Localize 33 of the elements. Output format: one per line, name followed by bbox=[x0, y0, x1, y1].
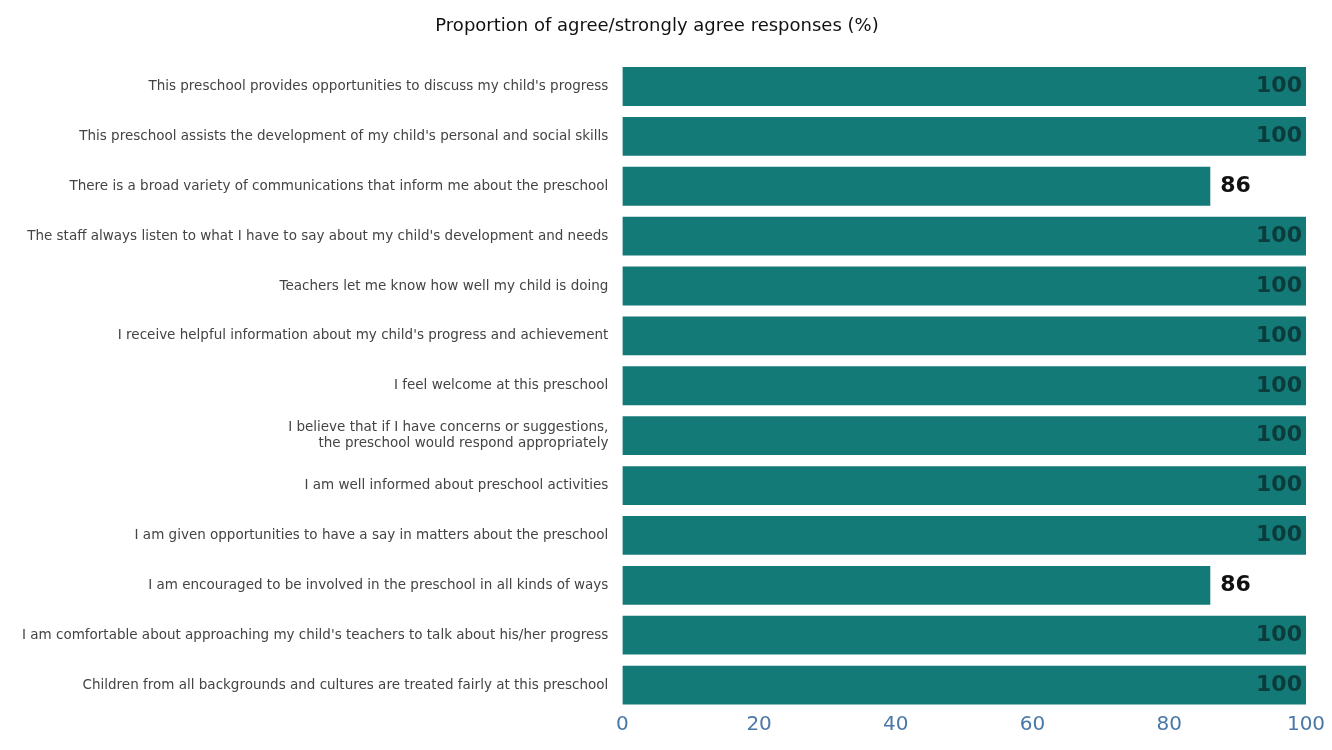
y-tick-label: Children from all backgrounds and cultures are treated fairly at this preschool bbox=[82, 675, 609, 692]
x-tick-label: 20 bbox=[746, 711, 772, 736]
chart-title: Proportion of agree/strongly agree responses (%) bbox=[435, 14, 879, 36]
y-tick-label: The staff always listen to what I have to say about my child's development and needs bbox=[26, 226, 609, 243]
y-tick-label: I receive helpful information about my child's progress and achievement bbox=[117, 326, 609, 343]
x-tick-label: 100 bbox=[1286, 711, 1326, 736]
y-tick-label: I am comfortable about approaching my child's teachers to talk about his/her progress bbox=[21, 625, 609, 642]
x-tick-label: 0 bbox=[616, 711, 629, 736]
data-label: 100 bbox=[1256, 271, 1302, 297]
data-label: 86 bbox=[1220, 172, 1251, 198]
y-tick-label: I believe that if I have concerns or suggestions, the preschool would respond appropriately bbox=[288, 418, 609, 451]
y-tick-label: I am well informed about preschool activities bbox=[304, 476, 609, 493]
data-label: 100 bbox=[1256, 221, 1302, 247]
data-label: 100 bbox=[1256, 321, 1302, 347]
data-label: 100 bbox=[1256, 521, 1302, 547]
y-tick-label: This preschool assists the development of my child's personal and social skills bbox=[78, 126, 609, 143]
data-label: 100 bbox=[1256, 670, 1302, 696]
data-label: 100 bbox=[1256, 471, 1302, 497]
data-label: 100 bbox=[1256, 371, 1302, 397]
data-label: 100 bbox=[1256, 421, 1302, 447]
y-tick-label: I am encouraged to be involved in the preschool in all kinds of ways bbox=[148, 575, 609, 592]
data-label: 86 bbox=[1220, 571, 1251, 597]
y-tick-label: This preschool provides opportunities to discuss my child's progress bbox=[147, 77, 609, 94]
data-label: 100 bbox=[1256, 72, 1302, 98]
x-tick-label: 80 bbox=[1156, 711, 1182, 736]
y-tick-label: Teachers let me know how well my child is doing bbox=[278, 276, 609, 293]
y-tick-label: There is a broad variety of communications that inform me about the preschool bbox=[68, 176, 609, 193]
x-tick-label: 60 bbox=[1019, 711, 1046, 736]
data-label: 100 bbox=[1256, 620, 1302, 646]
data-label: 100 bbox=[1256, 122, 1302, 148]
y-tick-label: I feel welcome at this preschool bbox=[393, 376, 609, 393]
x-tick-label: 40 bbox=[883, 711, 909, 736]
y-tick-label: I am given opportunities to have a say in matters about the preschool bbox=[134, 525, 609, 542]
